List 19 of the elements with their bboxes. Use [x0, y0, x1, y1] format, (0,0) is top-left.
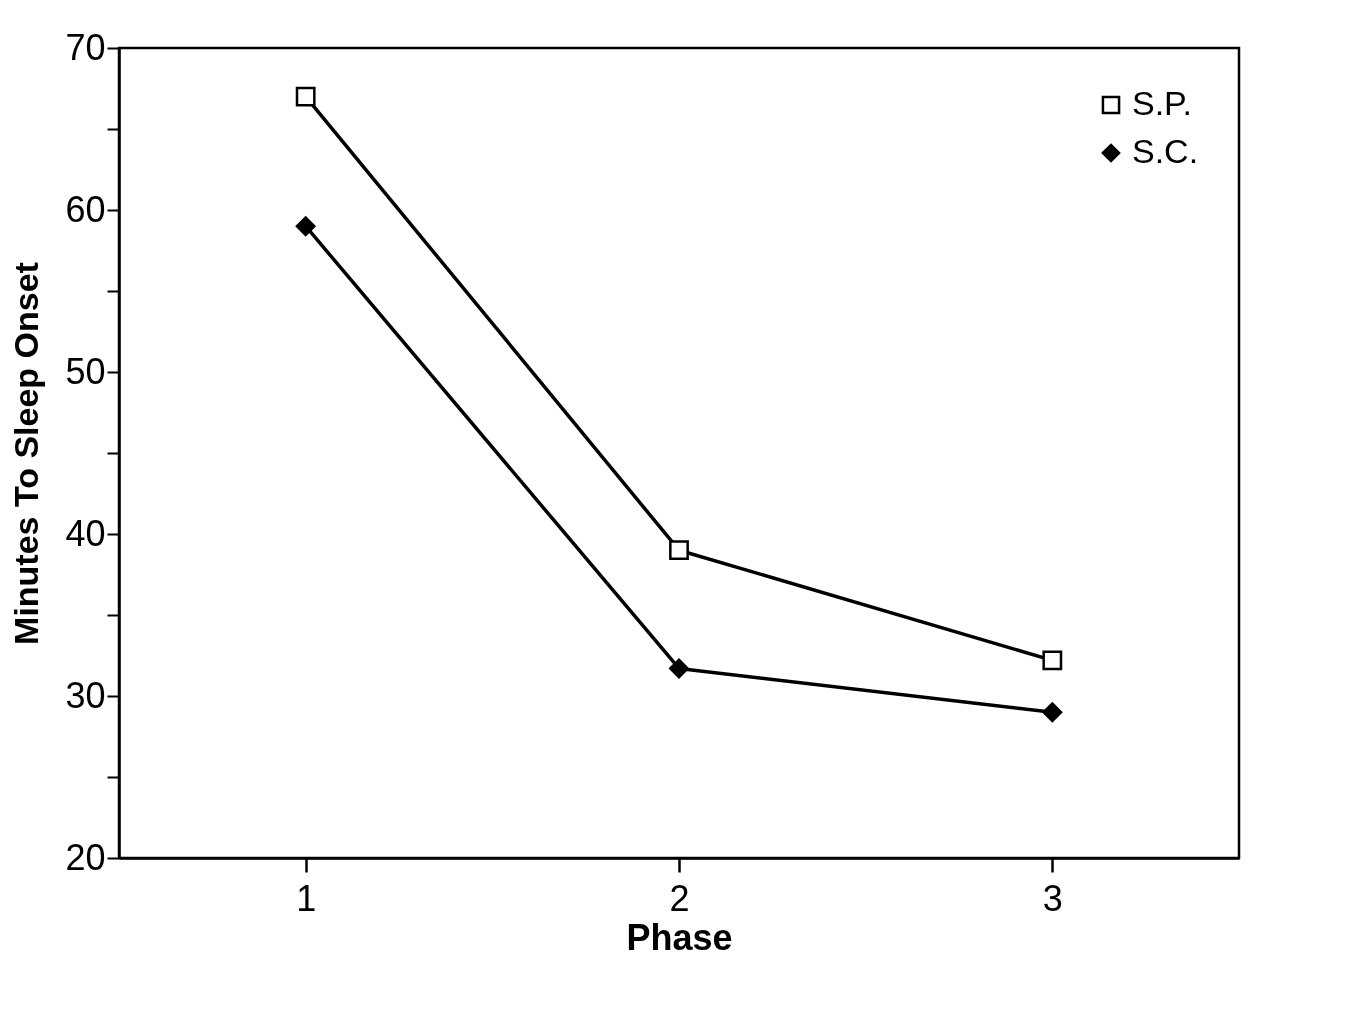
- y-tick-label: 50: [65, 350, 106, 392]
- x-tick-label: 2: [669, 877, 690, 919]
- point: [1042, 650, 1063, 671]
- point: [295, 216, 316, 237]
- y-axis-title: Minutes To Sleep Onset: [7, 262, 46, 645]
- y-tick-label: 20: [65, 836, 106, 878]
- y-tick-label: 40: [65, 512, 106, 554]
- legend-label: S.C.: [1132, 132, 1199, 170]
- y-tick-label: 30: [65, 674, 106, 716]
- y-tick-label: 60: [65, 188, 106, 230]
- x-tick-label: 1: [296, 877, 317, 919]
- y-tick-label: 70: [65, 26, 106, 68]
- point: [669, 658, 689, 679]
- point: [295, 86, 316, 107]
- point: [1042, 702, 1063, 723]
- legend-label: S.P.: [1132, 84, 1192, 122]
- point: [669, 540, 689, 561]
- x-tick-label: 3: [1042, 877, 1063, 919]
- x-axis-title: Phase: [626, 916, 733, 958]
